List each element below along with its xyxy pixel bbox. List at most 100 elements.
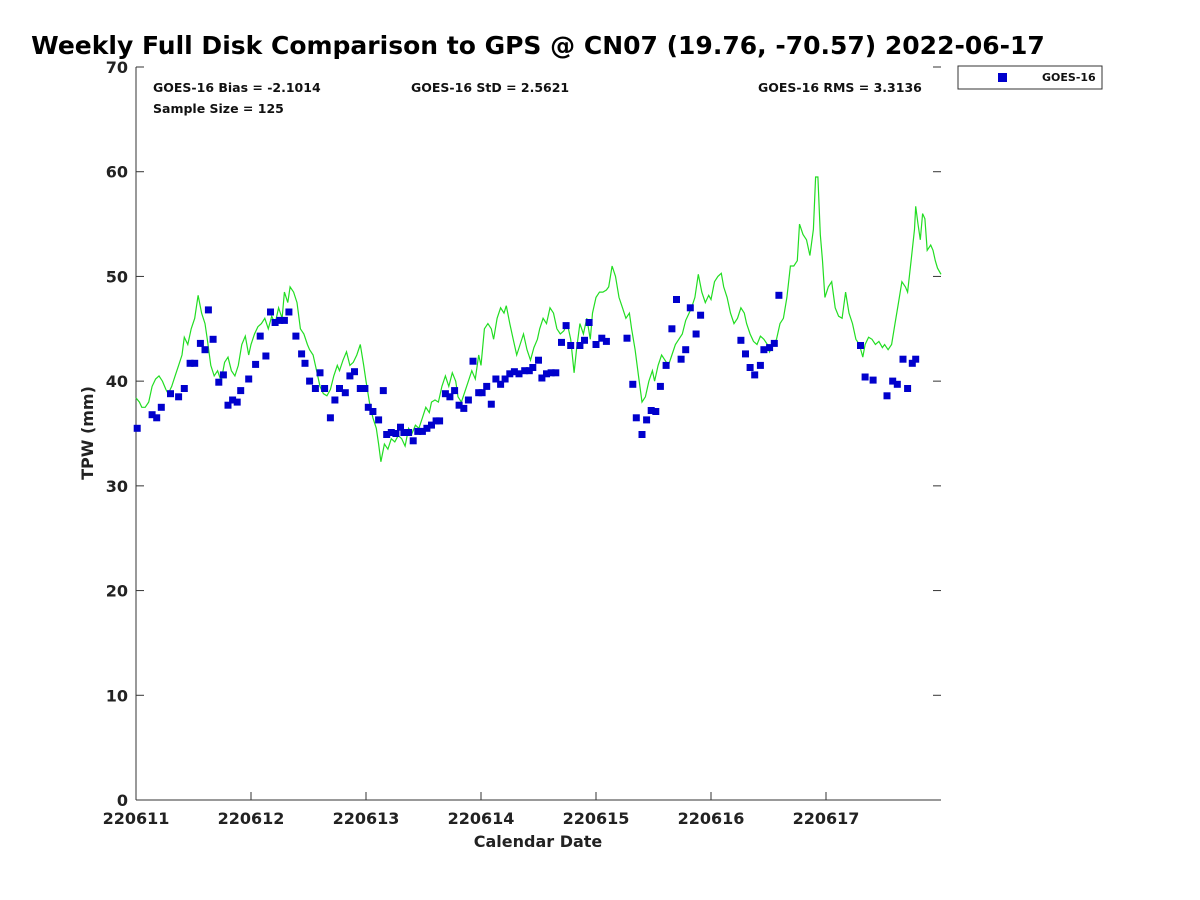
goes-data-point bbox=[912, 355, 920, 363]
goes-data-point bbox=[492, 375, 500, 383]
goes-data-point bbox=[311, 385, 319, 392]
goes-data-point bbox=[224, 401, 232, 409]
goes-data-point bbox=[405, 429, 413, 436]
goes-data-point bbox=[409, 437, 417, 445]
goes-data-point bbox=[751, 371, 759, 379]
goes-data-point bbox=[908, 359, 916, 367]
goes-data-point bbox=[306, 377, 314, 385]
sample-size-annotation: Sample Size = 125 bbox=[153, 101, 284, 116]
goes-data-point bbox=[356, 385, 364, 392]
goes-data-point bbox=[446, 393, 454, 401]
goes-data-point bbox=[418, 427, 426, 435]
goes-data-point bbox=[535, 356, 542, 364]
x-tick-label: 220611 bbox=[103, 809, 170, 828]
y-tick-label: 30 bbox=[106, 477, 128, 496]
goes-data-point bbox=[746, 364, 754, 371]
goes-data-point bbox=[552, 369, 560, 377]
x-tick-label: 220612 bbox=[218, 809, 285, 828]
goes-data-point bbox=[558, 338, 565, 346]
goes-data-point bbox=[576, 342, 584, 349]
goes-data-point bbox=[316, 369, 324, 377]
goes-data-point bbox=[397, 423, 404, 431]
goes-data-point bbox=[196, 339, 204, 347]
std-annotation: GOES-16 StD = 2.5621 bbox=[411, 80, 569, 95]
goes-data-point bbox=[497, 380, 505, 388]
goes-data-point bbox=[209, 335, 217, 343]
goes-data-point bbox=[387, 429, 395, 436]
goes-data-point bbox=[889, 377, 897, 385]
goes-data-point bbox=[301, 359, 309, 367]
y-tick-label: 60 bbox=[106, 163, 128, 182]
goes-data-point bbox=[469, 357, 477, 365]
chart-title: Weekly Full Disk Comparison to GPS @ CN0… bbox=[31, 31, 1045, 60]
y-axis-ticks: 0 10 20 30 40 50 60 70 bbox=[106, 58, 941, 810]
goes-data-point bbox=[602, 337, 610, 345]
goes-data-point bbox=[652, 408, 660, 415]
goes-data-point bbox=[191, 359, 199, 367]
goes-data-point bbox=[383, 431, 391, 438]
goes-data-point bbox=[262, 352, 270, 360]
goes-data-point bbox=[501, 375, 509, 383]
goes-data-point bbox=[632, 414, 640, 422]
goes-data-point bbox=[233, 398, 241, 406]
goes-data-point bbox=[464, 396, 472, 404]
goes-data-point bbox=[893, 380, 901, 388]
goes-data-point bbox=[280, 316, 288, 324]
y-tick-label: 50 bbox=[106, 267, 128, 286]
goes-data-point bbox=[760, 346, 768, 354]
goes-data-point bbox=[643, 416, 651, 424]
goes-data-point bbox=[148, 411, 156, 419]
goes-data-point bbox=[436, 417, 444, 425]
goes-data-point bbox=[567, 342, 575, 349]
goes-data-point bbox=[219, 371, 227, 379]
goes-data-point bbox=[857, 342, 864, 349]
y-axis-label: TPW (mm) bbox=[78, 386, 97, 480]
goes-data-point bbox=[351, 368, 358, 376]
goes-data-point bbox=[869, 376, 877, 384]
goes-data-point bbox=[697, 311, 705, 319]
goes-data-point bbox=[364, 403, 372, 411]
goes-series-points bbox=[133, 291, 920, 445]
y-tick-label: 40 bbox=[106, 372, 128, 391]
goes-data-point bbox=[237, 387, 245, 395]
goes-data-point bbox=[460, 404, 468, 412]
goes-data-point bbox=[629, 380, 637, 388]
goes-data-point bbox=[271, 319, 279, 326]
goes-data-point bbox=[692, 330, 700, 338]
goes-data-point bbox=[547, 369, 555, 377]
plot-area bbox=[135, 67, 941, 801]
goes-data-point bbox=[487, 400, 495, 408]
goes-data-point bbox=[229, 396, 237, 404]
x-axis-ticks: 220611 220612 220613 220614 220615 220616 2206… bbox=[103, 792, 859, 828]
y-tick-label: 70 bbox=[106, 58, 128, 77]
legend-label-goes: GOES-16 bbox=[1042, 71, 1096, 84]
goes-data-point bbox=[562, 322, 570, 330]
x-tick-label: 220615 bbox=[563, 809, 630, 828]
goes-data-point bbox=[510, 368, 518, 376]
goes-data-point bbox=[186, 359, 194, 367]
x-tick-label: 220613 bbox=[333, 809, 400, 828]
goes-data-point bbox=[175, 393, 183, 401]
goes-data-point bbox=[483, 382, 491, 390]
goes-data-point bbox=[451, 387, 459, 395]
goes-data-point bbox=[167, 390, 174, 398]
legend-marker-goes bbox=[998, 73, 1007, 82]
goes-data-point bbox=[276, 316, 284, 324]
goes-data-point bbox=[673, 296, 680, 303]
goes-data-point bbox=[423, 424, 431, 432]
goes-data-point bbox=[379, 387, 387, 395]
goes-data-point bbox=[662, 361, 670, 369]
goes-data-point bbox=[656, 382, 664, 390]
goes-data-point bbox=[598, 334, 606, 342]
goes-data-point bbox=[766, 344, 774, 352]
goes-data-point bbox=[400, 429, 408, 436]
goes-data-point bbox=[668, 325, 676, 333]
goes-data-point bbox=[686, 304, 694, 312]
legend: GOES-16 bbox=[957, 65, 1103, 90]
goes-data-point bbox=[904, 385, 912, 392]
legend-box bbox=[957, 65, 1103, 90]
goes-data-point bbox=[346, 372, 354, 380]
goes-data-point bbox=[267, 308, 274, 316]
goes-data-point bbox=[737, 336, 745, 344]
gps-series-line bbox=[135, 176, 942, 462]
